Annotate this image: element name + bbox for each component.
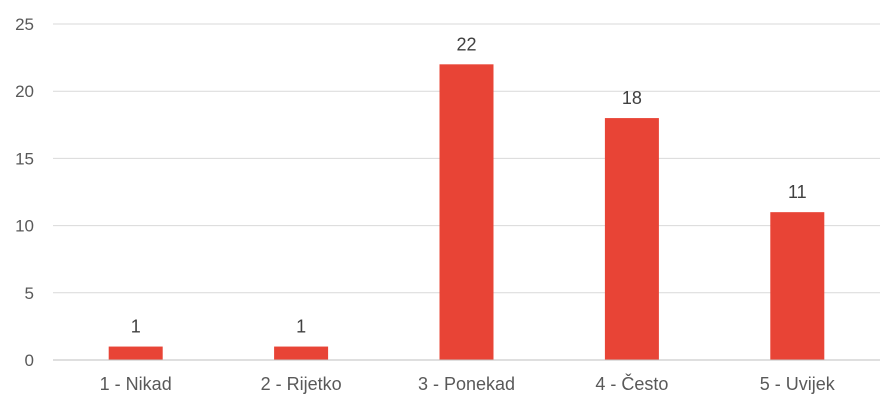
bars (108, 64, 825, 360)
y-tick-label: 10 (15, 217, 34, 236)
x-tick-label: 3 - Ponekad (418, 374, 515, 394)
bar (274, 346, 329, 360)
x-tick-label: 4 - Često (595, 373, 668, 394)
y-tick-label: 5 (25, 284, 34, 303)
x-axis-tick-labels: 1 - Nikad 2 - Rijetko 3 - Ponekad 4 - Često… (100, 373, 836, 394)
data-label: 18 (622, 88, 642, 108)
data-label: 11 (788, 182, 807, 202)
bar (439, 64, 494, 360)
bar (604, 118, 659, 360)
y-tick-label: 25 (15, 15, 34, 34)
y-tick-label: 15 (15, 149, 34, 168)
y-axis-tick-labels: 0 5 10 15 20 25 (15, 15, 34, 370)
bar (770, 212, 825, 360)
y-tick-label: 0 (25, 351, 34, 370)
y-tick-label: 20 (15, 82, 34, 101)
data-label: 1 (131, 317, 141, 337)
data-label: 1 (296, 317, 306, 337)
x-tick-label: 5 - Uvijek (760, 374, 836, 394)
bar (108, 346, 163, 360)
x-tick-label: 1 - Nikad (100, 374, 172, 394)
data-label: 22 (456, 34, 476, 54)
x-tick-label: 2 - Rijetko (261, 374, 342, 394)
